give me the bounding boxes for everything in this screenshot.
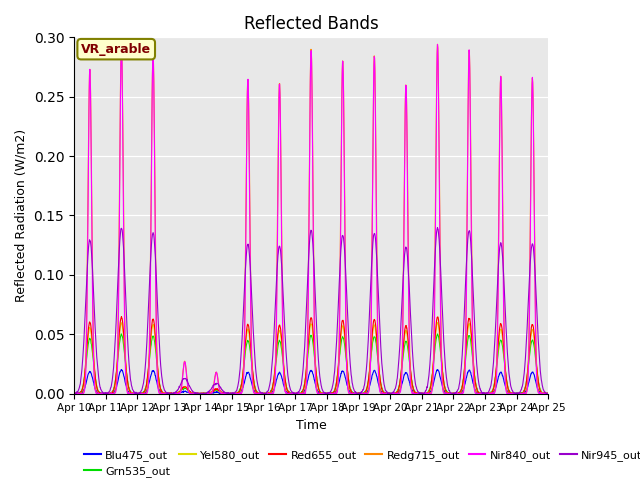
Red655_out: [545, 391, 552, 396]
Nir945_out: [70, 390, 78, 396]
X-axis label: Time: Time: [296, 419, 326, 432]
Nir840_out: [545, 390, 552, 396]
Nir840_out: [70, 391, 78, 396]
Grn535_out: [447, 391, 454, 396]
Line: Yel580_out: Yel580_out: [74, 323, 548, 394]
Redg715_out: [447, 391, 454, 396]
Red655_out: [385, 391, 392, 396]
Grn535_out: [434, 331, 442, 337]
Yel580_out: [434, 320, 442, 325]
Grn535_out: [385, 391, 392, 396]
Redg715_out: [70, 390, 78, 396]
Redg715_out: [385, 391, 392, 396]
Blu475_out: [385, 391, 392, 396]
Redg715_out: [176, 390, 184, 396]
Line: Redg715_out: Redg715_out: [74, 44, 548, 394]
Red655_out: [447, 390, 454, 396]
Nir945_out: [100, 391, 108, 396]
Yel580_out: [385, 391, 392, 396]
Nir945_out: [489, 371, 497, 376]
Red655_out: [118, 314, 125, 320]
Red655_out: [176, 389, 184, 395]
Blu475_out: [488, 390, 496, 396]
Blu475_out: [447, 390, 454, 396]
Redg715_out: [70, 391, 78, 396]
Yel580_out: [70, 391, 78, 396]
Yel580_out: [489, 389, 497, 395]
Text: VR_arable: VR_arable: [81, 43, 151, 56]
Blu475_out: [70, 391, 78, 396]
Red655_out: [489, 388, 497, 394]
Nir945_out: [176, 383, 184, 389]
Redg715_out: [229, 390, 237, 396]
Yel580_out: [545, 391, 552, 396]
Nir840_out: [447, 391, 454, 396]
Blu475_out: [164, 391, 172, 396]
Grn535_out: [164, 391, 172, 396]
Blu475_out: [229, 391, 237, 396]
Nir840_out: [175, 391, 183, 396]
Line: Grn535_out: Grn535_out: [74, 334, 548, 394]
Redg715_out: [164, 391, 172, 396]
Blu475_out: [545, 391, 552, 396]
Grn535_out: [545, 391, 552, 396]
Grn535_out: [176, 390, 184, 396]
Grn535_out: [489, 388, 497, 394]
Red655_out: [164, 390, 172, 396]
Red655_out: [71, 391, 79, 396]
Nir840_out: [228, 390, 236, 396]
Line: Red655_out: Red655_out: [74, 317, 548, 394]
Grn535_out: [72, 391, 79, 396]
Nir945_out: [385, 390, 392, 396]
Grn535_out: [70, 390, 78, 396]
Nir945_out: [545, 391, 552, 396]
Redg715_out: [489, 391, 497, 396]
Nir945_out: [447, 390, 454, 396]
Nir840_out: [384, 390, 392, 396]
Yel580_out: [164, 391, 172, 396]
Blu475_out: [118, 367, 125, 372]
Nir945_out: [229, 391, 237, 396]
Line: Blu475_out: Blu475_out: [74, 370, 548, 394]
Redg715_out: [434, 41, 442, 47]
Yel580_out: [71, 391, 79, 396]
Red655_out: [70, 390, 78, 396]
Nir840_out: [488, 391, 496, 396]
Nir840_out: [434, 42, 442, 48]
Title: Reflected Bands: Reflected Bands: [244, 15, 378, 33]
Y-axis label: Reflected Radiation (W/m2): Reflected Radiation (W/m2): [15, 129, 28, 302]
Line: Nir840_out: Nir840_out: [74, 45, 548, 394]
Nir840_out: [164, 391, 172, 396]
Redg715_out: [545, 391, 552, 396]
Line: Nir945_out: Nir945_out: [74, 228, 548, 394]
Yel580_out: [176, 389, 184, 395]
Nir945_out: [164, 390, 172, 396]
Yel580_out: [229, 390, 237, 396]
Legend: Blu475_out, Grn535_out, Yel580_out, Red655_out, Redg715_out, Nir840_out, Nir945_: Blu475_out, Grn535_out, Yel580_out, Red6…: [79, 445, 640, 480]
Nir945_out: [434, 225, 442, 230]
Red655_out: [229, 391, 237, 396]
Grn535_out: [229, 391, 237, 396]
Blu475_out: [176, 390, 184, 396]
Yel580_out: [447, 391, 454, 396]
